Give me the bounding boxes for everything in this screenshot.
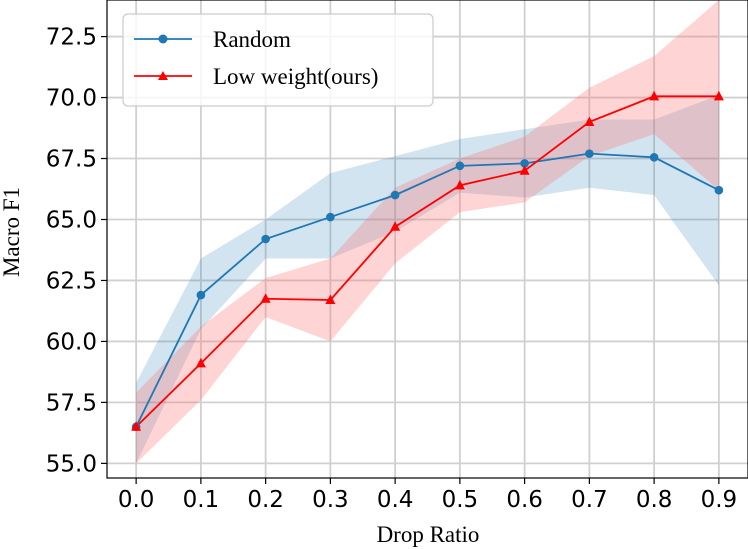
band-random — [136, 95, 719, 464]
y-tick-label: 70.0 — [46, 86, 97, 112]
x-tick-label: 0.4 — [377, 487, 414, 513]
legend-box — [122, 13, 434, 107]
point-random — [196, 290, 206, 300]
x-tick-labels: 0.0 0.1 0.2 0.3 0.4 0.5 0.6 0.7 0.8 0.9 — [118, 478, 737, 513]
point-low-weight-ours — [131, 421, 142, 431]
point-low-weight-ours — [713, 90, 724, 101]
x-tick-label: 0.3 — [312, 487, 349, 513]
x-tick-label: 0.8 — [636, 487, 673, 513]
point-random — [455, 161, 465, 171]
x-tick-label: 0.7 — [571, 487, 608, 513]
x-tick-label: 0.9 — [701, 487, 738, 513]
y-axis-title: Macro F1 — [0, 187, 24, 277]
legend-label-random: Random — [213, 27, 291, 52]
series-lines — [135, 95, 720, 428]
point-random — [714, 185, 724, 195]
confidence-bands — [136, 0, 719, 464]
x-axis-title: Drop Ratio — [377, 522, 480, 547]
point-low-weight-ours — [454, 179, 465, 190]
y-tick-label: 65.0 — [46, 207, 97, 233]
y-tick-label: 67.5 — [46, 147, 97, 173]
y-tick-label: 60.0 — [46, 329, 97, 355]
band-low-weight-ours — [136, 0, 719, 464]
series-markers — [131, 90, 724, 432]
point-low-weight-ours — [584, 116, 595, 126]
point-low-weight-ours — [649, 90, 660, 101]
point-random — [585, 149, 594, 158]
line-low-weight-ours — [135, 95, 719, 428]
point-random — [326, 212, 335, 222]
y-tick-labels: 55.0 57.5 60.0 62.5 65.0 67.5 70.0 72.5 — [46, 25, 107, 477]
point-random — [520, 159, 529, 168]
x-tick-label: 0.0 — [118, 487, 155, 513]
plot-frame — [106, 0, 748, 479]
point-low-weight-ours — [260, 293, 271, 303]
y-tick-label: 55.0 — [46, 451, 97, 477]
point-low-weight-ours — [390, 221, 401, 231]
x-tick-label: 0.2 — [247, 487, 284, 513]
point-random — [649, 153, 659, 162]
x-tick-label: 0.5 — [442, 487, 479, 513]
legend: Random Low weight(ours) — [122, 13, 434, 107]
y-tick-label: 72.5 — [46, 25, 97, 51]
legend-marker-low-weight — [158, 71, 168, 80]
point-random — [390, 190, 400, 200]
point-low-weight-ours — [325, 294, 336, 304]
legend-label-low-weight: Low weight(ours) — [213, 64, 378, 89]
point-low-weight-ours — [195, 357, 206, 368]
y-tick-label: 57.5 — [46, 390, 97, 416]
point-low-weight-ours — [519, 165, 530, 175]
legend-marker-random — [158, 34, 168, 44]
x-tick-label: 0.6 — [506, 487, 543, 513]
y-tick-label: 62.5 — [46, 268, 97, 294]
x-tick-label: 0.1 — [183, 487, 220, 513]
point-random — [261, 234, 270, 244]
line-random — [135, 152, 720, 428]
